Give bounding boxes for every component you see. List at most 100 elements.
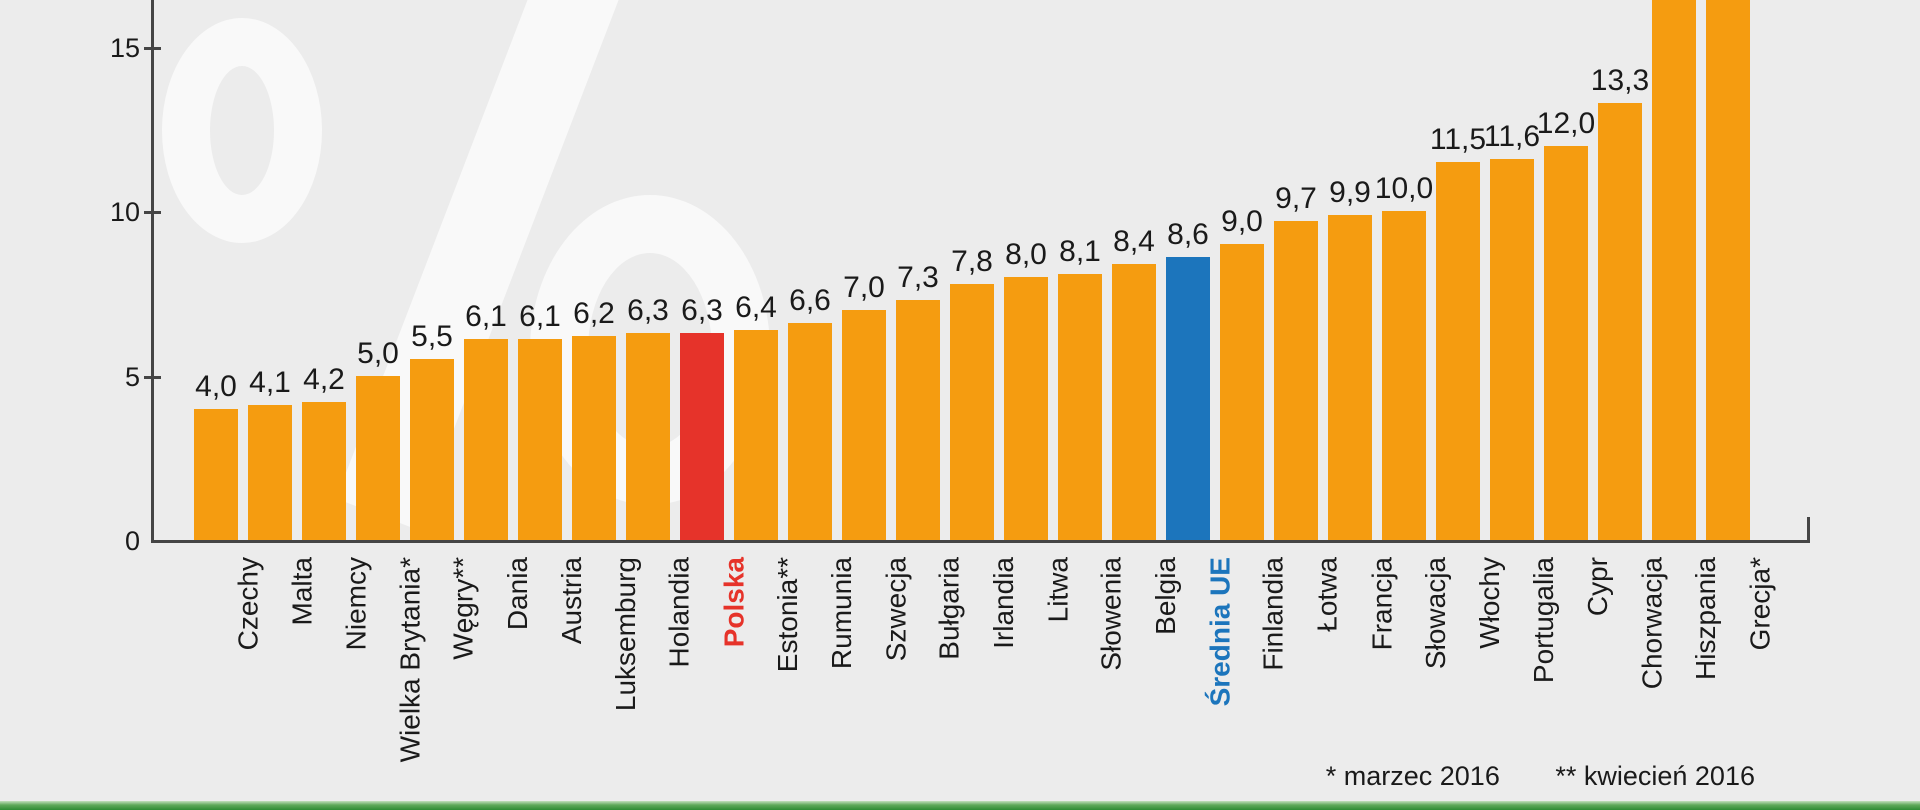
category-label-cypr: Cypr [1582, 557, 1613, 617]
bar-finlandia [1220, 244, 1264, 540]
value-label-francja: 9,9 [1329, 176, 1371, 209]
category-label-czechy: Czechy [232, 557, 263, 651]
bar-hiszpania [1652, 0, 1696, 540]
value-label-austria: 6,1 [519, 300, 561, 333]
category-label-chorwacja: Chorwacja [1636, 557, 1667, 690]
category-label-srednia-ue: Średnia UE [1204, 557, 1235, 707]
bar-polska [680, 333, 724, 540]
y-axis-tick-10 [144, 211, 161, 214]
value-label-wielka-brytania: 5,0 [357, 337, 399, 370]
bar-malta [248, 405, 292, 540]
category-label-rumunia: Rumunia [826, 557, 857, 670]
value-label-luksemburg: 6,2 [573, 297, 615, 330]
category-label-lotwa: Łotwa [1312, 557, 1343, 632]
category-label-hiszpania: Hiszpania [1690, 557, 1721, 680]
value-label-portugalia: 11,6 [1483, 120, 1541, 153]
bar-szwecja [842, 310, 886, 540]
bar-estonia [734, 330, 778, 540]
value-label-niemcy: 4,2 [303, 363, 345, 396]
y-axis-tick-15 [144, 47, 161, 50]
x-axis-end-cap [1807, 517, 1810, 543]
category-label-grecja: Grecja* [1744, 557, 1775, 651]
value-label-cypr: 12,0 [1536, 107, 1596, 140]
category-label-wegry: Węgry** [448, 557, 479, 660]
bar-wlochy [1436, 162, 1480, 540]
bar-bulgaria [896, 300, 940, 540]
category-label-wlochy: Włochy [1474, 557, 1505, 649]
value-label-srednia-ue: 8,6 [1167, 218, 1209, 251]
value-label-rumunia: 6,6 [789, 284, 831, 317]
category-label-dania: Dania [502, 557, 533, 631]
value-label-szwecja: 7,0 [843, 271, 885, 304]
bar-rumunia [788, 323, 832, 540]
category-label-austria: Austria [556, 557, 587, 645]
category-label-niemcy: Niemcy [340, 557, 371, 651]
category-label-szwecja: Szwecja [880, 557, 911, 662]
bar-portugalia [1490, 159, 1534, 540]
bar-slowenia [1058, 274, 1102, 540]
category-label-malta: Malta [286, 557, 317, 626]
bar-litwa [1004, 277, 1048, 540]
y-axis-tick-label-0: 0 [124, 526, 140, 556]
category-label-litwa: Litwa [1042, 557, 1073, 623]
value-label-chorwacja: 13,3 [1590, 64, 1650, 97]
percent-watermark-left-ring-icon [162, 18, 322, 243]
bar-irlandia [950, 284, 994, 540]
category-label-polska: Polska [718, 557, 749, 648]
bar-grecja [1706, 0, 1750, 540]
bar-chorwacja [1598, 103, 1642, 540]
category-label-belgia: Belgia [1150, 557, 1181, 635]
value-label-lotwa: 9,7 [1275, 182, 1317, 215]
category-label-holandia: Holandia [664, 557, 695, 668]
category-label-portugalia: Portugalia [1528, 557, 1559, 684]
x-axis [151, 540, 1810, 543]
value-label-wlochy: 11,5 [1429, 123, 1487, 156]
category-label-slowacja: Słowacja [1420, 557, 1451, 670]
bar-francja [1328, 215, 1372, 540]
value-label-litwa: 8,0 [1005, 238, 1047, 271]
bar-wegry [410, 359, 454, 540]
green-footer-strip [0, 801, 1920, 810]
bar-luksemburg [572, 336, 616, 540]
y-axis-tick-label-10: 10 [109, 197, 140, 227]
footnote-march: * marzec 2016 [1325, 761, 1500, 791]
value-label-slowenia: 8,1 [1059, 235, 1101, 268]
bar-wielka-brytania [356, 376, 400, 540]
value-label-slowacja: 10,0 [1374, 172, 1434, 205]
value-label-bulgaria: 7,3 [897, 261, 939, 294]
bar-lotwa [1274, 221, 1318, 540]
value-label-wegry: 5,5 [411, 320, 453, 353]
value-label-malta: 4,1 [249, 366, 291, 399]
category-label-irlandia: Irlandia [988, 557, 1019, 649]
value-label-finlandia: 9,0 [1221, 205, 1263, 238]
y-axis-tick-label-5: 5 [124, 362, 140, 392]
bar-austria [518, 339, 562, 540]
bar-niemcy [302, 402, 346, 540]
bar-belgia [1112, 264, 1156, 540]
footnote: * marzec 2016 ** kwiecień 2016 [1326, 760, 1755, 792]
bar-dania [464, 339, 508, 540]
y-axis-tick-label-15: 15 [109, 33, 140, 63]
bar-slowacja [1382, 211, 1426, 540]
bar-holandia [626, 333, 670, 540]
category-label-bulgaria: Bułgaria [934, 557, 965, 660]
bar-srednia-ue [1166, 257, 1210, 540]
value-label-estonia: 6,4 [735, 291, 777, 324]
category-label-finlandia: Finlandia [1258, 557, 1289, 671]
category-label-wielka-brytania: Wielka Brytania* [394, 557, 425, 763]
y-axis [151, 0, 154, 543]
value-label-irlandia: 7,8 [951, 245, 993, 278]
value-label-polska: 6,3 [681, 294, 723, 327]
value-label-holandia: 6,3 [627, 294, 669, 327]
category-label-francja: Francja [1366, 557, 1397, 651]
y-axis-tick-5 [144, 376, 161, 379]
footnote-april: ** kwiecień 2016 [1555, 761, 1755, 791]
bar-cypr [1544, 146, 1588, 540]
value-label-dania: 6,1 [465, 300, 507, 333]
category-label-estonia: Estonia** [772, 557, 803, 673]
category-label-luksemburg: Luksemburg [610, 557, 641, 712]
value-label-czechy: 4,0 [195, 370, 237, 403]
bar-czechy [194, 409, 238, 540]
value-label-belgia: 8,4 [1113, 225, 1155, 258]
